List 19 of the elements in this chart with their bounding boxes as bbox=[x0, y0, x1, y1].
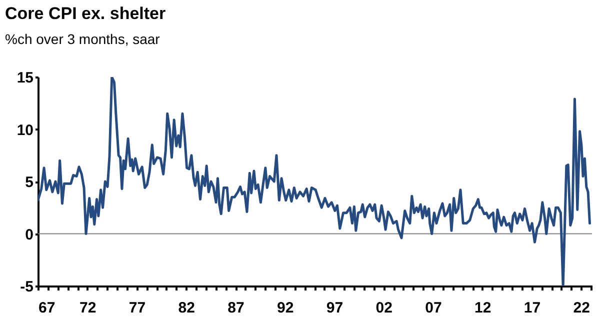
y-tick-label: 15 bbox=[16, 70, 34, 86]
x-tick-label: 97 bbox=[326, 300, 344, 316]
chart-subtitle: %ch over 3 months, saar bbox=[5, 31, 160, 47]
x-tick-label: 92 bbox=[277, 300, 294, 316]
x-tick-label: 17 bbox=[524, 300, 541, 316]
y-tick-label: 0 bbox=[25, 226, 34, 244]
y-tick-label: -5 bbox=[20, 278, 34, 296]
x-tick-label: 67 bbox=[38, 300, 56, 316]
chart-title: Core CPI ex. shelter bbox=[5, 4, 166, 23]
x-tick-label: 02 bbox=[376, 300, 392, 316]
x-tick-label: 82 bbox=[178, 300, 195, 316]
y-tick-label: 10 bbox=[16, 122, 34, 139]
y-tick-label: 5 bbox=[25, 174, 34, 191]
x-tick-label: 77 bbox=[128, 300, 146, 316]
x-tick-label: 72 bbox=[80, 300, 96, 316]
x-tick-label: 87 bbox=[228, 300, 244, 316]
x-tick-label: 22 bbox=[573, 300, 590, 316]
x-tick-label: 12 bbox=[474, 300, 492, 316]
x-tick-label: 07 bbox=[425, 300, 442, 316]
